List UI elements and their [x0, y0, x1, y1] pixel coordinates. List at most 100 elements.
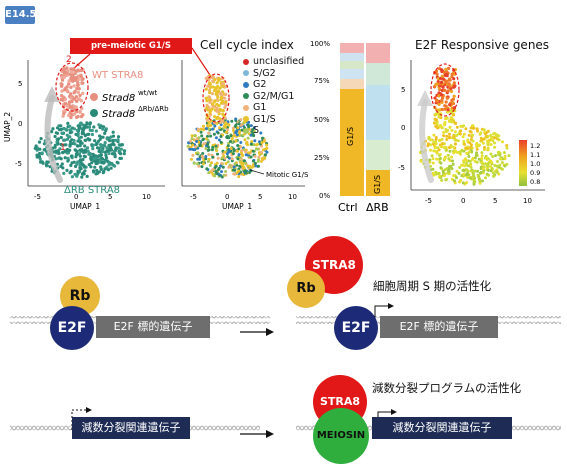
- scatter-point: [89, 157, 93, 162]
- scatter-point: [68, 128, 72, 132]
- scatter-point: [216, 95, 220, 99]
- scatter-point: [60, 131, 64, 135]
- scatter-point: [38, 151, 42, 156]
- scatter-point: [222, 96, 227, 100]
- scatter-point: [213, 115, 217, 119]
- scatter-point: [69, 115, 73, 120]
- scatter-point: [435, 157, 439, 161]
- scatter-point: [190, 134, 194, 138]
- scatter-point: [251, 128, 254, 132]
- e2f-protein-left: E2F: [50, 306, 94, 350]
- p1-ylabel: UMAP_2: [3, 112, 12, 142]
- scatter-point: [94, 129, 98, 133]
- scatter-point: [489, 152, 493, 156]
- scatter-point: [475, 141, 479, 145]
- scatter-point: [469, 143, 473, 147]
- scatter-point: [83, 134, 87, 138]
- scatter-point: [236, 149, 240, 153]
- scatter-point: [489, 137, 493, 141]
- scatter-point: [452, 174, 456, 178]
- scatter-point: [208, 88, 212, 92]
- scatter-point: [204, 157, 208, 161]
- scatter-point: [256, 159, 260, 163]
- scatter-point: [483, 146, 486, 149]
- scatter-point: [224, 121, 228, 125]
- scatter-point: [259, 150, 263, 154]
- scatter-point: [196, 127, 200, 131]
- scatter-point: [206, 142, 210, 146]
- scatter-point: [208, 113, 213, 117]
- scatter-point: [78, 164, 82, 168]
- scatter-point: [211, 74, 215, 78]
- scatter-point: [38, 157, 42, 161]
- scatter-point: [443, 88, 447, 92]
- scatter-point: [60, 75, 64, 80]
- scatter-point: [218, 91, 222, 96]
- scatter-point: [419, 159, 423, 163]
- scatter-point: [194, 145, 198, 149]
- scatter-point: [214, 170, 218, 174]
- scatter-point: [261, 136, 264, 140]
- scatter-point: [493, 136, 496, 140]
- legend-dot-icon: [243, 70, 249, 76]
- scatter-point: [444, 80, 448, 84]
- scatter-point: [64, 149, 68, 153]
- scatter-point: [208, 124, 213, 128]
- scatter-point: [239, 145, 243, 149]
- scatter-point: [74, 95, 79, 99]
- scatter-point: [484, 134, 488, 138]
- e2f-target-gene-left: E2F 標的遺伝子: [96, 316, 210, 338]
- scatter-point: [482, 137, 486, 141]
- scatter-point: [69, 67, 73, 71]
- scatter-point: [62, 68, 66, 72]
- p3-ytick-2: -5: [398, 164, 405, 172]
- scatter-point: [104, 150, 108, 154]
- scatter-point: [438, 152, 442, 156]
- scatter-point: [226, 128, 230, 132]
- scatter-point: [448, 125, 452, 129]
- scatter-point: [254, 161, 257, 165]
- p1-xtick-3: 10: [142, 193, 151, 201]
- scatter-point: [445, 138, 449, 141]
- scatter-point: [200, 154, 204, 158]
- scatter-point: [428, 158, 432, 162]
- scatter-point: [485, 164, 489, 168]
- e2f-score-plot: 1.2 1.1 1.0 0.9 0.8 -5 0 5 10 5 0 -5: [398, 60, 545, 205]
- legend-rb-sup: ΔRb/ΔRb: [138, 105, 169, 113]
- scatter-point: [496, 160, 499, 163]
- scatter-point: [74, 69, 79, 73]
- scatter-point: [471, 156, 475, 160]
- scatter-point: [442, 130, 446, 134]
- scatter-point: [218, 117, 222, 121]
- scatter-point: [117, 146, 121, 150]
- mitotic-annotation: Mitotic G1/S: [266, 171, 309, 179]
- scatter-point: [471, 133, 474, 137]
- scatter-point: [62, 88, 67, 92]
- scatter-point: [207, 127, 211, 131]
- scatter-point: [440, 178, 444, 182]
- scatter-point: [447, 82, 451, 86]
- scatter-point: [503, 157, 507, 161]
- scatter-point: [220, 156, 224, 160]
- scatter-point: [216, 115, 220, 119]
- scatter-point: [188, 147, 192, 151]
- e2f-title: E2F Responsive genes: [415, 38, 550, 52]
- p1-xtick-2: 5: [108, 193, 112, 201]
- scatter-point: [447, 146, 451, 149]
- scatter-point: [99, 143, 103, 147]
- bar-ctrl-inner: G1/S: [346, 127, 355, 146]
- cellcycle-stacked-bars: 100% 75% 50% 25% 0% G1/S G1/S Ctrl ΔRB: [310, 40, 390, 214]
- scatter-point: [466, 164, 470, 168]
- p3-xtick-1: 0: [461, 197, 465, 205]
- scatter-point: [210, 169, 214, 172]
- scatter-point: [492, 131, 496, 135]
- scatter-point: [227, 123, 231, 127]
- scatter-point: [250, 165, 254, 169]
- scatter-point: [446, 89, 450, 93]
- scatter-point: [234, 117, 238, 121]
- scatter-point: [204, 107, 208, 111]
- p3-ytick-0: 5: [401, 86, 405, 94]
- scatter-point: [232, 129, 235, 132]
- scatter-point: [445, 134, 449, 138]
- scatter-point: [445, 70, 449, 74]
